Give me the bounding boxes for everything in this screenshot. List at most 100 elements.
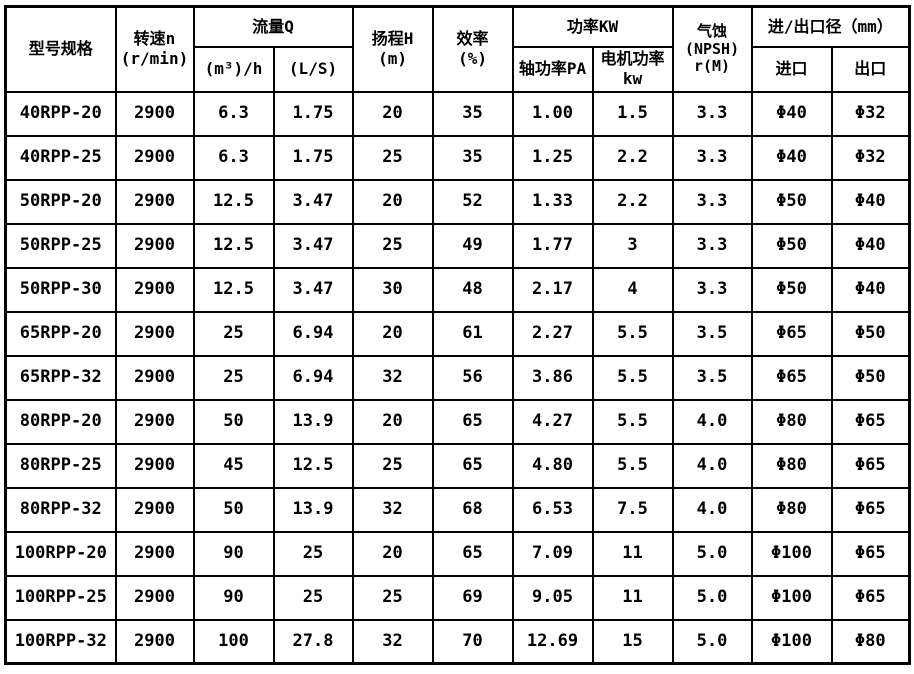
cell-head: 20 (351, 178, 434, 225)
cell-efficiency: 35 (431, 90, 514, 137)
cell-inlet: Φ100 (750, 618, 833, 665)
cell-speed: 2900 (114, 266, 195, 313)
table-row: 50RPP-20 2900 12.5 3.47 20 52 1.33 2.2 3… (4, 178, 911, 225)
cell-model: 80RPP-32 (4, 486, 117, 533)
cell-outlet: Φ65 (830, 486, 911, 533)
cell-flow-ls: 25 (272, 574, 354, 621)
cell-flow-ls: 13.9 (272, 486, 354, 533)
header-power: 功率KW (511, 5, 674, 48)
cell-motor-power: 5.5 (591, 354, 674, 401)
cell-npsh: 4.0 (671, 398, 753, 445)
cell-npsh: 3.3 (671, 222, 753, 269)
cell-inlet: Φ100 (750, 574, 833, 621)
cell-inlet: Φ100 (750, 530, 833, 577)
cell-motor-power: 5.5 (591, 310, 674, 357)
cell-efficiency: 56 (431, 354, 514, 401)
cell-speed: 2900 (114, 354, 195, 401)
cell-shaft-power: 9.05 (511, 574, 594, 621)
header-row-2: (m³)/h (L/S) 轴功率PA 电机功率 kw 进口 出口 (6, 45, 911, 93)
cell-head: 32 (351, 486, 434, 533)
cell-speed: 2900 (114, 398, 195, 445)
cell-model: 65RPP-32 (4, 354, 117, 401)
cell-model: 40RPP-25 (4, 134, 117, 181)
cell-speed: 2900 (114, 618, 195, 665)
cell-inlet: Φ40 (750, 90, 833, 137)
cell-outlet: Φ32 (830, 90, 911, 137)
cell-head: 20 (351, 90, 434, 137)
cell-motor-power: 5.5 (591, 398, 674, 445)
table-row: 100RPP-32 2900 100 27.8 32 70 12.69 15 5… (4, 618, 911, 665)
cell-outlet: Φ65 (830, 530, 911, 577)
cell-shaft-power: 12.69 (511, 618, 594, 665)
cell-flow-ls: 3.47 (272, 178, 354, 225)
cell-speed: 2900 (114, 222, 195, 269)
cell-npsh: 5.0 (671, 574, 753, 621)
cell-shaft-power: 1.00 (511, 90, 594, 137)
cell-model: 65RPP-20 (4, 310, 117, 357)
cell-outlet: Φ50 (830, 310, 911, 357)
cell-model: 80RPP-25 (4, 442, 117, 489)
cell-npsh: 4.0 (671, 486, 753, 533)
header-row-1: 型号规格 转速n (r/min) 流量Q 扬程H (m) 效率 (%) 功率KW… (4, 5, 911, 93)
header-npsh: 气蚀 (NPSH) r(M) (671, 5, 753, 93)
cell-motor-power: 5.5 (591, 442, 674, 489)
table-row: 50RPP-30 2900 12.5 3.47 30 48 2.17 4 3.3… (4, 266, 911, 313)
cell-flow-m3h: 12.5 (192, 178, 275, 225)
cell-motor-power: 4 (591, 266, 674, 313)
cell-flow-ls: 25 (272, 530, 354, 577)
cell-motor-power: 1.5 (591, 90, 674, 137)
cell-flow-m3h: 6.3 (192, 90, 275, 137)
table-body: 40RPP-20 2900 6.3 1.75 20 35 1.00 1.5 3.… (4, 90, 911, 665)
header-efficiency: 效率 (%) (431, 5, 514, 93)
cell-outlet: Φ65 (830, 398, 911, 445)
cell-inlet: Φ65 (750, 310, 833, 357)
cell-flow-m3h: 90 (192, 530, 275, 577)
cell-outlet: Φ50 (830, 354, 911, 401)
cell-shaft-power: 1.33 (511, 178, 594, 225)
cell-flow-ls: 3.47 (272, 266, 354, 313)
cell-shaft-power: 1.25 (511, 134, 594, 181)
cell-head: 25 (351, 134, 434, 181)
cell-model: 80RPP-20 (4, 398, 117, 445)
cell-flow-m3h: 100 (192, 618, 275, 665)
cell-flow-m3h: 90 (192, 574, 275, 621)
table-row: 100RPP-20 2900 90 25 20 65 7.09 11 5.0 Φ… (4, 530, 911, 577)
cell-inlet: Φ40 (750, 134, 833, 181)
cell-inlet: Φ65 (750, 354, 833, 401)
cell-efficiency: 52 (431, 178, 514, 225)
header-outlet: 出口 (830, 45, 911, 93)
cell-outlet: Φ32 (830, 134, 911, 181)
cell-flow-m3h: 50 (192, 486, 275, 533)
cell-shaft-power: 7.09 (511, 530, 594, 577)
cell-flow-m3h: 25 (192, 354, 275, 401)
cell-motor-power: 11 (591, 574, 674, 621)
header-head: 扬程H (m) (351, 5, 434, 93)
cell-model: 50RPP-25 (4, 222, 117, 269)
cell-head: 20 (351, 530, 434, 577)
cell-npsh: 3.3 (671, 266, 753, 313)
cell-shaft-power: 2.27 (511, 310, 594, 357)
cell-shaft-power: 1.77 (511, 222, 594, 269)
table-row: 80RPP-20 2900 50 13.9 20 65 4.27 5.5 4.0… (4, 398, 911, 445)
cell-flow-m3h: 12.5 (192, 266, 275, 313)
cell-inlet: Φ80 (750, 486, 833, 533)
cell-shaft-power: 3.86 (511, 354, 594, 401)
table-row: 40RPP-20 2900 6.3 1.75 20 35 1.00 1.5 3.… (4, 90, 911, 137)
header-model: 型号规格 (4, 5, 117, 93)
cell-npsh: 3.5 (671, 354, 753, 401)
cell-efficiency: 65 (431, 442, 514, 489)
cell-efficiency: 68 (431, 486, 514, 533)
table-row: 65RPP-32 2900 25 6.94 32 56 3.86 5.5 3.5… (4, 354, 911, 401)
cell-motor-power: 7.5 (591, 486, 674, 533)
header-motor-power: 电机功率 kw (591, 45, 674, 93)
cell-head: 20 (351, 310, 434, 357)
cell-efficiency: 70 (431, 618, 514, 665)
cell-inlet: Φ50 (750, 222, 833, 269)
cell-head: 25 (351, 222, 434, 269)
cell-model: 100RPP-25 (4, 574, 117, 621)
cell-efficiency: 69 (431, 574, 514, 621)
cell-head: 20 (351, 398, 434, 445)
cell-outlet: Φ40 (830, 178, 911, 225)
header-flow: 流量Q (192, 5, 354, 48)
cell-outlet: Φ65 (830, 442, 911, 489)
